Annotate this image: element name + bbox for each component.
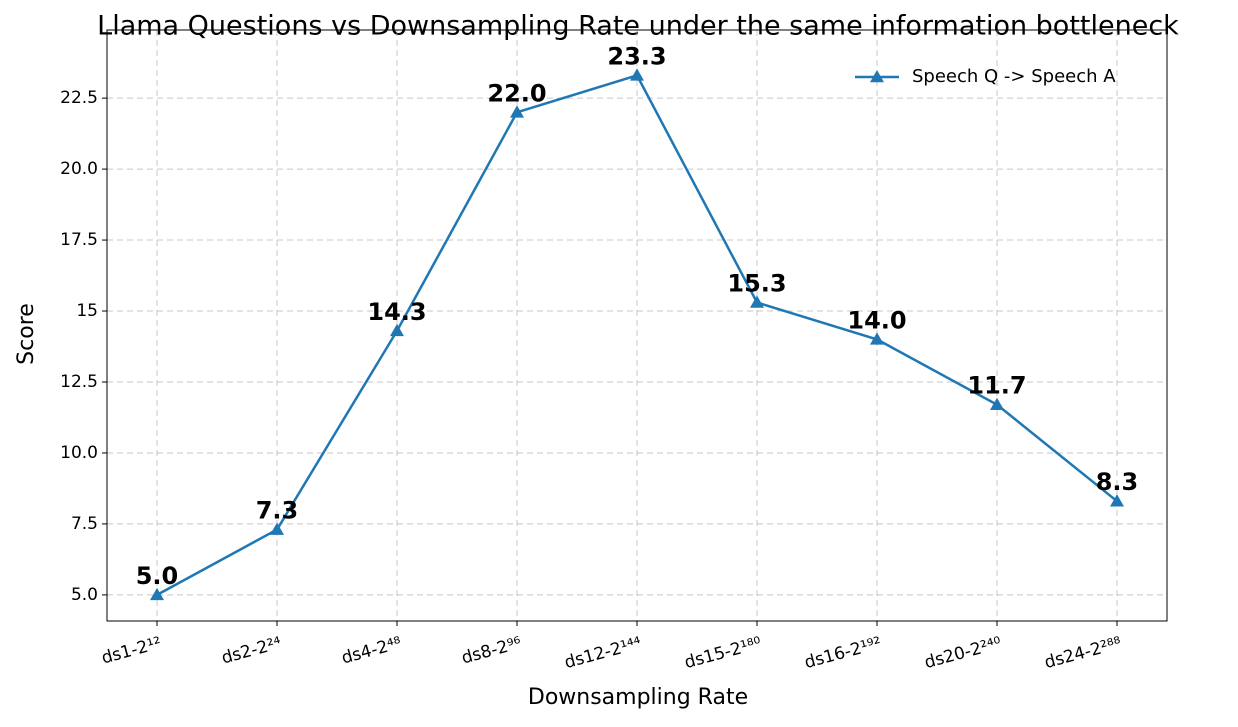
x-tick-label: ds4-2⁴⁸ [339,633,403,668]
data-point [750,295,764,308]
data-label: 14.0 [847,306,906,334]
data-label: 22.0 [487,79,546,107]
data-point [270,522,284,535]
data-point [390,323,404,337]
data-point [990,397,1004,410]
data-label: 23.3 [607,42,666,70]
y-tick-label: 15 [76,301,98,321]
data-label: 11.7 [967,372,1026,400]
y-tick-label: 17.5 [60,230,98,250]
x-axis-label: Downsampling Rate [528,685,748,710]
x-tick-label: ds12-2¹⁴⁴ [562,633,643,673]
y-tick-label: 22.5 [60,88,98,108]
data-label: 5.0 [136,562,179,590]
x-tick-label: ds20-2²⁴⁰ [922,633,1003,673]
x-tick-label: ds24-2²⁸⁸ [1042,633,1123,673]
y-tick-label: 5.0 [71,585,98,605]
y-tick-label: 12.5 [60,372,98,392]
y-axis-label: Score [14,303,39,365]
data-label: 7.3 [256,497,299,525]
data-point [510,105,524,118]
legend-label: Speech Q -> Speech A [912,66,1116,87]
x-tick-label: ds8-2⁹⁶ [459,633,523,668]
x-tick-label: ds1-2¹² [99,633,163,668]
y-tick-label: 20.0 [60,159,98,179]
data-point [1110,494,1124,507]
data-label: 15.3 [727,270,786,298]
y-tick-label: 10.0 [60,443,98,463]
data-label: 14.3 [367,298,426,326]
plot-frame [106,29,1168,622]
x-tick-label: ds2-2²⁴ [219,633,283,668]
legend-marker [870,70,884,83]
data-point [630,68,644,81]
data-label: 8.3 [1096,468,1139,496]
y-tick-label: 7.5 [71,514,98,534]
data-point [870,332,884,345]
chart-title: Llama Questions vs Downsampling Rate und… [97,11,1179,42]
data-point [150,587,164,601]
x-tick-label: ds16-2¹⁹² [802,633,883,673]
x-tick-label: ds15-2¹⁸⁰ [682,633,763,673]
